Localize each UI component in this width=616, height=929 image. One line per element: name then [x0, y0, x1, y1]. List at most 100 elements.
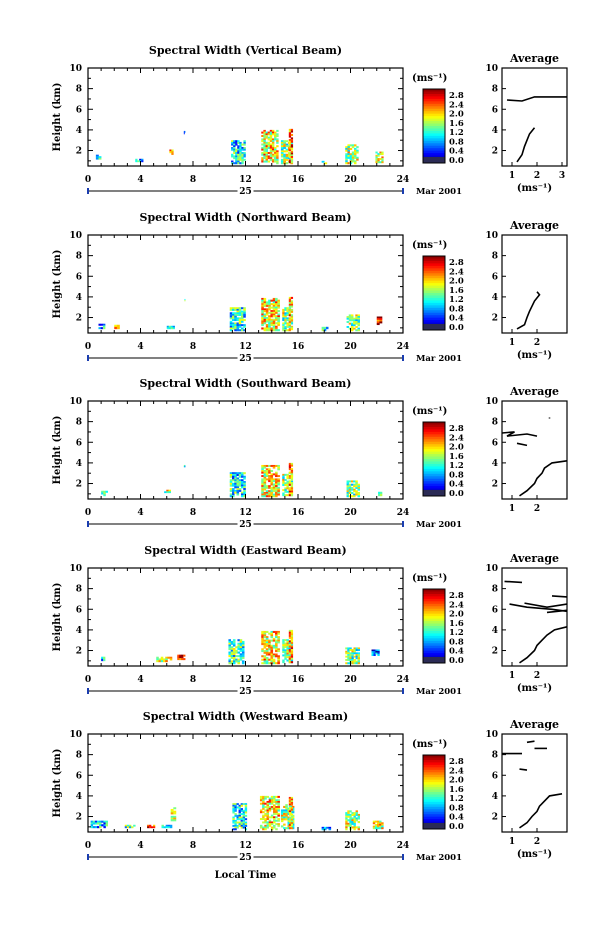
- heatmap-cell: [149, 826, 152, 829]
- heatmap-cell: [128, 824, 132, 827]
- heatmap-cell: [353, 649, 356, 652]
- heatmap-cell: [166, 491, 169, 494]
- y-axis-label: Height (km): [52, 749, 63, 818]
- heatmap-cell: [241, 307, 244, 310]
- heatmap-cell: [272, 329, 276, 332]
- heatmap-cell: [236, 313, 240, 316]
- heatmap-cell: [262, 807, 265, 810]
- heatmap-cell: [236, 307, 240, 310]
- heatmap-cell: [375, 649, 378, 652]
- heatmap-cell: [228, 642, 231, 645]
- heatmap-cell: [147, 826, 150, 829]
- heatmap-cell: [347, 146, 350, 149]
- heatmap-cell: [353, 826, 356, 829]
- heatmap-cell: [290, 647, 294, 650]
- heatmap-cell: [347, 662, 350, 665]
- heatmap-cell: [372, 827, 376, 830]
- heatmap-cell: [355, 647, 358, 650]
- heatmap-cell: [347, 813, 350, 816]
- heatmap-cell: [356, 156, 359, 159]
- heatmap-cell: [261, 304, 264, 307]
- heatmap-cell: [183, 130, 185, 133]
- heatmap-cell: [290, 818, 294, 821]
- heatmap-cell: [270, 323, 274, 327]
- heatmap-cell: [288, 654, 291, 657]
- heatmap-cell: [238, 824, 241, 827]
- heatmap-cell: [282, 649, 285, 652]
- heatmap-cell: [273, 811, 276, 814]
- colorbar-floor: [423, 490, 445, 496]
- heatmap-cell: [269, 153, 273, 156]
- date-label: Mar 2001: [416, 687, 462, 697]
- heatmap-cell: [275, 801, 278, 803]
- heatmap-cell: [376, 323, 380, 326]
- heatmap-cell: [346, 490, 350, 493]
- heatmap-cell: [277, 303, 280, 306]
- x-tick-label: 20: [344, 675, 357, 685]
- heatmap-cell: [273, 806, 276, 809]
- heatmap-cell: [237, 639, 240, 642]
- heatmap-cell: [265, 160, 268, 163]
- heatmap-cell: [282, 651, 285, 654]
- heatmap-cell: [236, 329, 240, 332]
- average-y-tick-label: 2: [492, 813, 498, 823]
- y-tick-label: 8: [76, 252, 82, 262]
- heatmap-cell: [286, 313, 289, 316]
- heatmap-cell: [228, 662, 231, 665]
- heatmap-cell: [277, 636, 280, 639]
- heatmap-cell: [263, 150, 266, 153]
- heatmap-cell: [350, 322, 354, 325]
- heatmap-cell: [235, 160, 238, 163]
- heatmap-cell: [284, 487, 287, 490]
- heatmap-cell: [290, 475, 294, 478]
- heatmap-cell: [272, 490, 276, 493]
- average-profile-line: [506, 96, 567, 102]
- heatmap-cell: [283, 157, 286, 160]
- heatmap-cell: [238, 811, 241, 814]
- heatmap-cell: [277, 799, 280, 802]
- heatmap-cell: [269, 140, 273, 143]
- heatmap-cell: [288, 647, 291, 650]
- average-title: Average: [509, 552, 559, 565]
- heatmap-cell: [261, 310, 264, 313]
- heatmap-cell: [353, 660, 356, 663]
- heatmap-cell: [270, 653, 274, 656]
- heatmap-cell: [235, 651, 238, 654]
- heatmap-cell: [236, 472, 240, 475]
- heatmap-cell: [238, 319, 242, 322]
- average-frame: [501, 67, 568, 167]
- heatmap-cell: [266, 821, 269, 824]
- heatmap-cell: [277, 322, 280, 325]
- heatmap-cell: [353, 658, 356, 661]
- heatmap-cell: [177, 654, 180, 657]
- heatmap-cell: [164, 491, 167, 494]
- heatmap-cell: [274, 153, 277, 156]
- heatmap-cell: [170, 810, 174, 813]
- heatmap-cell: [238, 818, 241, 821]
- colorbar-tick-label: 0.8: [449, 137, 464, 147]
- heatmap-cell: [283, 158, 286, 161]
- heatmap-cell: [233, 141, 236, 144]
- heatmap-cell: [263, 656, 267, 660]
- heatmap-cell: [345, 662, 348, 665]
- heatmap-cell: [236, 310, 240, 313]
- heatmap-cell: [349, 155, 353, 158]
- heatmap-cell: [99, 826, 102, 829]
- colorbar-swatch: [423, 285, 445, 289]
- heatmap-cell: [166, 327, 170, 330]
- heatmap-cell: [158, 660, 162, 663]
- heatmap-cells: [98, 296, 383, 332]
- heatmap-cell: [270, 464, 274, 467]
- heatmap-cell: [345, 826, 348, 829]
- heatmap-cell: [348, 495, 352, 498]
- heatmap-cell: [270, 299, 274, 302]
- heatmap-cell: [238, 489, 242, 492]
- heatmap-cell: [357, 657, 360, 660]
- heatmap-cell: [285, 157, 289, 160]
- heatmap-cell: [262, 797, 265, 800]
- heatmap-cell: [240, 818, 243, 821]
- heatmap-cell: [229, 325, 233, 328]
- heatmap-cell: [232, 639, 236, 642]
- heatmap-cell: [290, 314, 294, 317]
- heatmap-cell: [234, 308, 237, 311]
